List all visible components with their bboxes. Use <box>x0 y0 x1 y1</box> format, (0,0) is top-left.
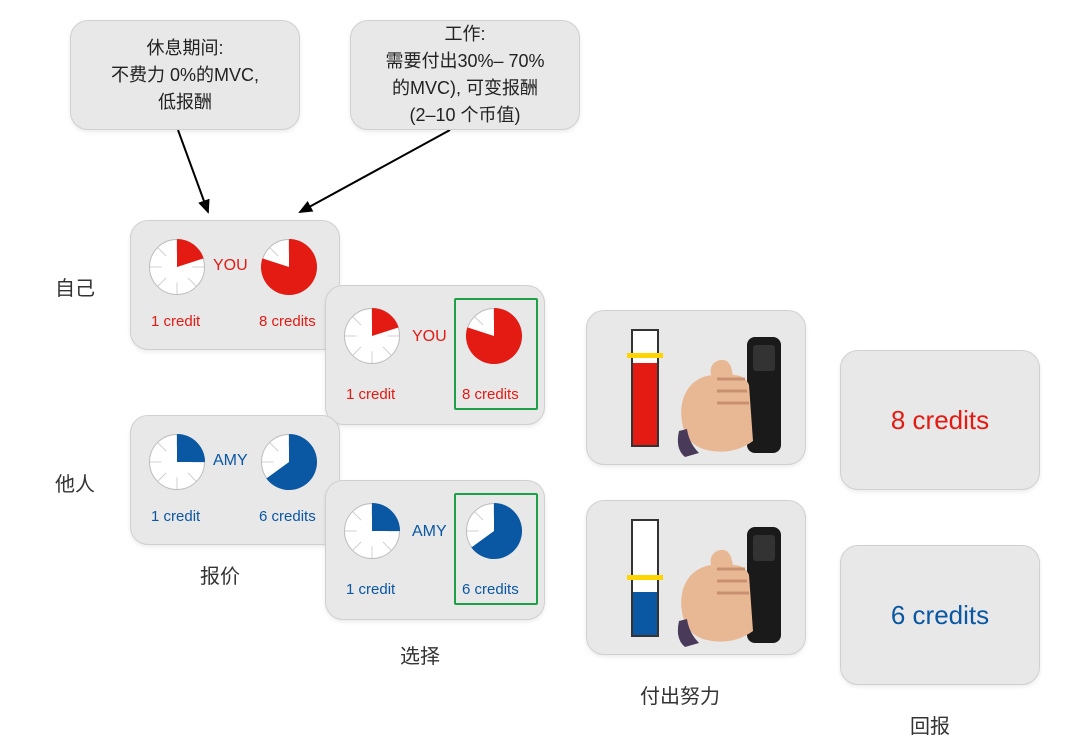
reward-other-text: 6 credits <box>891 600 989 631</box>
effort-other-bar-fill <box>633 592 657 635</box>
offer-self-high-credit: 8 credits <box>259 313 316 330</box>
offer-other-high-credit: 6 credits <box>259 508 316 525</box>
effort-self-bar <box>631 329 659 447</box>
rest-description-card: 休息期间: 不费力 0%的MVC, 低报酬 <box>70 20 300 130</box>
choice-self-low-pie <box>344 308 400 364</box>
effort-self-bar-mark <box>627 353 663 358</box>
offer-other-low-credit: 1 credit <box>151 508 200 525</box>
choice-other-low-credit: 1 credit <box>346 581 395 598</box>
choice-self-selection <box>454 298 538 410</box>
work-description-card: 工作: 需要付出30%– 70% 的MVC), 可变报酬 (2–10 个币值) <box>350 20 580 130</box>
choice-card-other: AMY 1 credit 6 credits <box>325 480 545 620</box>
offer-other-who: AMY <box>213 452 248 470</box>
effort-other-bar <box>631 519 659 637</box>
stage-label-offer: 报价 <box>200 560 240 589</box>
choice-card-self: YOU 1 credit 8 credits <box>325 285 545 425</box>
offer-other-high-pie <box>261 434 317 490</box>
work-text: 工作: 需要付出30%– 70% 的MVC), 可变报酬 (2–10 个币值) <box>385 21 544 129</box>
arrow-rest-to-offer <box>160 130 240 220</box>
hand-grip-icon-self <box>673 331 795 459</box>
offer-self-low-credit: 1 credit <box>151 313 200 330</box>
choice-other-selection <box>454 493 538 605</box>
offer-card-self: YOU 1 credit 8 credits <box>130 220 340 350</box>
offer-self-high-pie <box>261 239 317 295</box>
stage-label-choice: 选择 <box>400 640 440 669</box>
effort-other-bar-mark <box>627 575 663 580</box>
choice-self-who: YOU <box>412 328 447 346</box>
choice-other-who: AMY <box>412 523 447 541</box>
effort-card-other <box>586 500 806 655</box>
offer-other-low-pie <box>149 434 205 490</box>
row-label-self: 自己 <box>55 272 95 301</box>
choice-self-low-credit: 1 credit <box>346 386 395 403</box>
reward-self-text: 8 credits <box>891 405 989 436</box>
row-label-other: 他人 <box>55 468 95 497</box>
hand-grip-icon-other <box>673 521 795 649</box>
arrow-work-to-offer <box>280 130 460 220</box>
reward-card-self: 8 credits <box>840 350 1040 490</box>
offer-card-other: AMY 1 credit 6 credits <box>130 415 340 545</box>
rest-text: 休息期间: 不费力 0%的MVC, 低报酬 <box>111 35 259 116</box>
offer-self-low-pie <box>149 239 205 295</box>
offer-self-who: YOU <box>213 257 248 275</box>
stage-label-reward: 回报 <box>910 710 950 739</box>
reward-card-other: 6 credits <box>840 545 1040 685</box>
effort-self-bar-fill <box>633 363 657 445</box>
effort-card-self <box>586 310 806 465</box>
choice-other-low-pie <box>344 503 400 559</box>
stage-label-effort: 付出努力 <box>640 680 720 709</box>
